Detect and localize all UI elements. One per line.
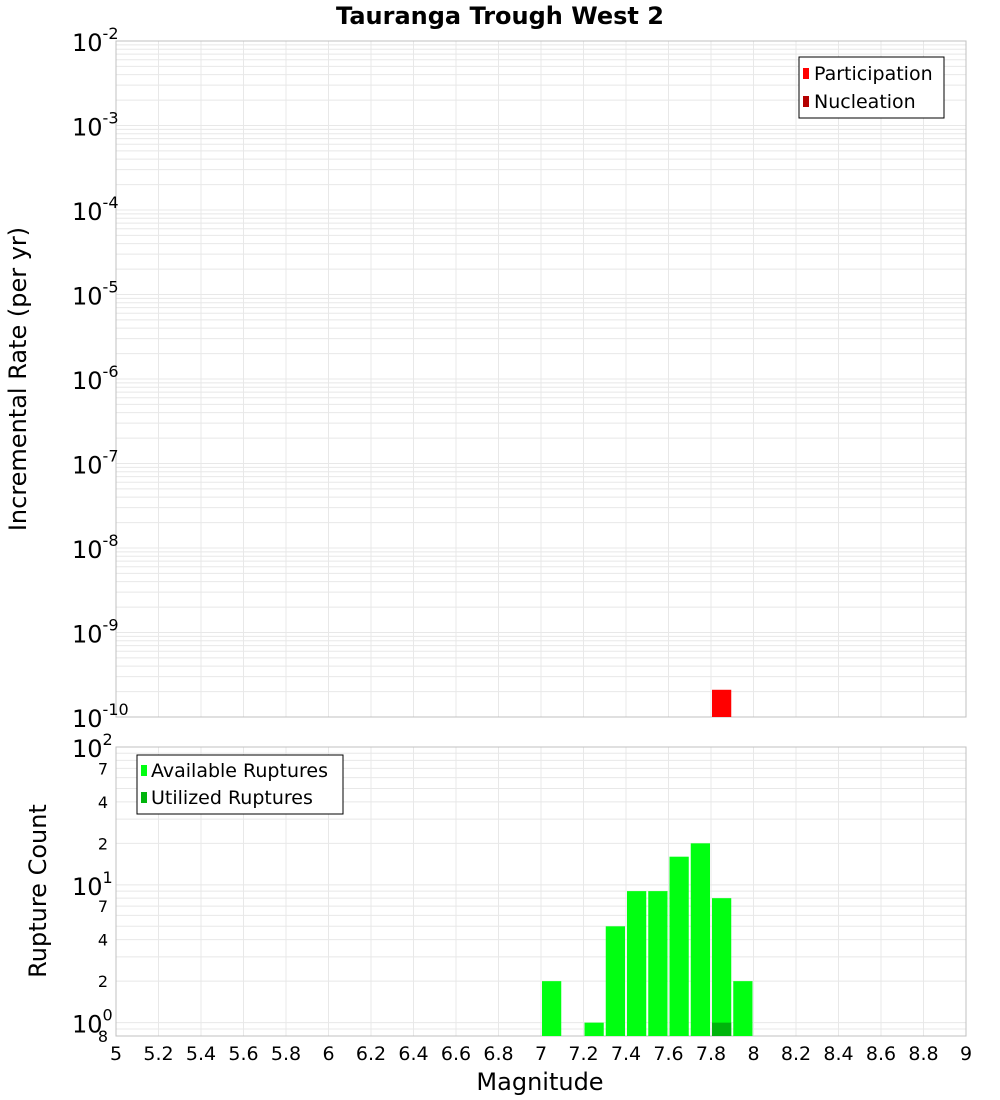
available-ruptures-bar (627, 891, 647, 1036)
x-tick-label: 7.8 (696, 1043, 726, 1065)
available-ruptures-legend-label: Available Ruptures (151, 760, 328, 782)
x-tick-label: 5 (110, 1043, 122, 1065)
available-ruptures-bar (712, 898, 732, 1036)
bottom-panel-frame (115, 746, 967, 1037)
nucleation-swatch (803, 96, 809, 107)
utilized-ruptures-legend-label: Utilized Ruptures (151, 787, 313, 809)
available-ruptures-bar (733, 981, 753, 1036)
y-tick-label: 100 (72, 1006, 113, 1039)
utilized-ruptures-bar (712, 1022, 732, 1036)
available-ruptures-bar (648, 891, 668, 1036)
bottom-panel-y-ticks: 100 101 102 8 2 4 7 2 4 7 (72, 730, 113, 1046)
y-minor-tick-label: 7 (98, 897, 108, 916)
top-legend: Participation Nucleation (798, 56, 945, 119)
x-tick-label: 5.8 (271, 1043, 301, 1065)
top-panel-frame (115, 40, 967, 718)
x-axis-label: Magnitude (476, 1068, 603, 1096)
y-tick-label: 102 (72, 730, 113, 763)
x-tick-labels: 5 5.2 5.4 5.6 5.8 6 6.2 6.4 6.6 6.8 7 7.2 7.4 7.6 7.8 8… (110, 1043, 972, 1065)
available-ruptures-bar (605, 926, 625, 1036)
y-tick-label: 10-3 (72, 109, 119, 142)
y-tick-label: 101 (72, 868, 113, 901)
x-tick-label: 5.2 (143, 1043, 173, 1065)
y-tick-label: 10-2 (72, 24, 119, 57)
x-tick-label: 8.6 (866, 1043, 896, 1065)
available-ruptures-bar (669, 856, 689, 1036)
top-panel-bars (712, 689, 732, 717)
x-tick-label: 6.4 (398, 1043, 428, 1065)
y-minor-tick-label: 4 (98, 793, 108, 812)
y-tick-label: 10-7 (72, 447, 119, 480)
available-ruptures-swatch (141, 765, 147, 776)
y-tick-label: 10-10 (72, 700, 129, 733)
x-tick-label: 9 (960, 1043, 972, 1065)
top-panel-grid (115, 40, 967, 718)
x-tick-label: 6.8 (483, 1043, 513, 1065)
x-tick-label: 8.4 (823, 1043, 853, 1065)
x-tick-label: 6.2 (356, 1043, 386, 1065)
y-tick-label: 10-8 (72, 531, 119, 564)
bottom-panel-bars (542, 843, 753, 1036)
x-tick-label: 8.8 (908, 1043, 938, 1065)
x-tick-label: 8 (747, 1043, 759, 1065)
y-minor-tick-label: 2 (98, 972, 108, 991)
bottom-legend-box (136, 754, 344, 815)
top-y-axis-label: Incremental Rate (per yr) (4, 227, 32, 531)
x-tick-label: 8.2 (781, 1043, 811, 1065)
x-tick-label: 7 (535, 1043, 547, 1065)
x-tick-label: 5.6 (228, 1043, 258, 1065)
participation-bar (712, 689, 732, 717)
top-legend-box (798, 56, 945, 119)
x-tick-label: 5.4 (186, 1043, 216, 1065)
bottom-legend: Available Ruptures Utilized Ruptures (136, 754, 344, 815)
top-panel-y-ticks: 10-10 10-9 10-8 10-7 10-6 10-5 10-4 10-3 10-2 (72, 24, 129, 733)
y-minor-tick-label: 7 (98, 759, 108, 778)
participation-legend-label: Participation (814, 63, 933, 85)
x-tick-label: 7.4 (611, 1043, 641, 1065)
y-tick-label: 10-9 (72, 616, 119, 649)
available-ruptures-bar (584, 1022, 604, 1036)
x-tick-label: 6 (322, 1043, 334, 1065)
x-tick-label: 7.2 (568, 1043, 598, 1065)
x-tick-label: 6.6 (441, 1043, 471, 1065)
nucleation-legend-label: Nucleation (814, 91, 916, 113)
bottom-y-axis-label: Rupture Count (24, 804, 52, 978)
y-minor-tick-label: 4 (98, 931, 108, 950)
y-minor-tick-label: 2 (98, 834, 108, 853)
participation-swatch (803, 68, 809, 79)
y-tick-label: 10-5 (72, 278, 119, 311)
y-minor-tick-label: 8 (98, 1027, 108, 1046)
x-tick-label: 7.6 (653, 1043, 683, 1065)
utilized-ruptures-swatch (141, 792, 147, 803)
y-tick-label: 10-4 (72, 193, 119, 226)
y-tick-label: 10-6 (72, 362, 119, 395)
available-ruptures-bar (690, 843, 710, 1036)
chart-title: Tauranga Trough West 2 (336, 2, 664, 30)
available-ruptures-bar (542, 981, 562, 1036)
